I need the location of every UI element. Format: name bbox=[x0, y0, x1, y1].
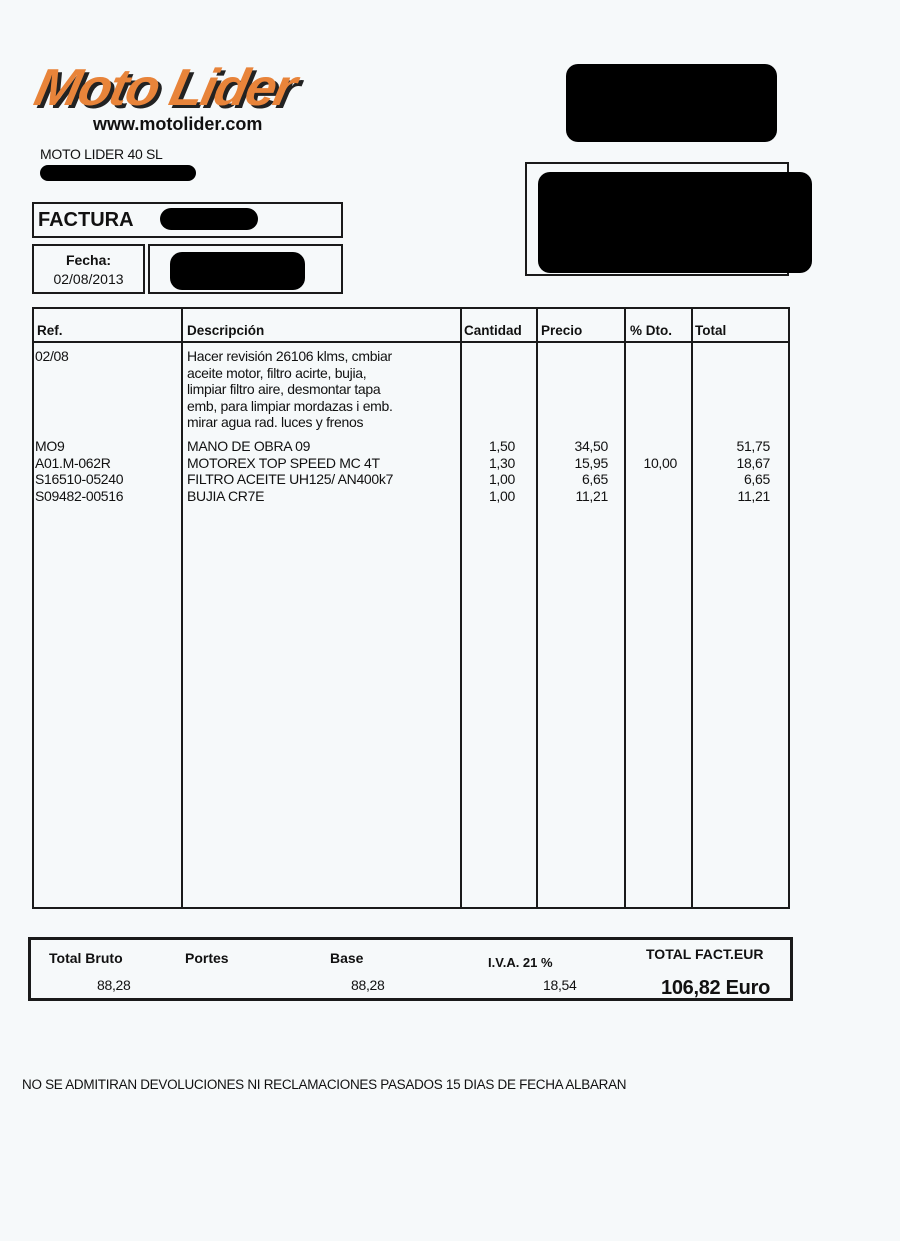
column-divider bbox=[536, 307, 538, 908]
column-divider bbox=[624, 307, 626, 908]
header-discount: % Dto. bbox=[630, 323, 672, 338]
cell-discount: 10,00 bbox=[643, 454, 677, 471]
cell-price: 34,50 bbox=[574, 438, 608, 454]
cell-price: 15,95 bbox=[574, 454, 608, 471]
cell-total: 18,67 bbox=[736, 454, 770, 471]
date-value: 02/08/2013 bbox=[53, 271, 124, 287]
redacted-customer bbox=[538, 172, 812, 273]
cell-total: 51,75 bbox=[736, 438, 770, 454]
column-divider bbox=[691, 307, 693, 908]
base-label: Base bbox=[330, 950, 364, 966]
company-website: www.motolider.com bbox=[93, 114, 263, 134]
total-value: 106,82 Euro bbox=[661, 977, 770, 999]
totals-box bbox=[28, 937, 793, 1001]
cell-ref: 02/08 bbox=[35, 348, 69, 364]
items-table bbox=[32, 307, 790, 909]
date-side-box bbox=[148, 244, 343, 294]
vat-value: 18,54 bbox=[543, 977, 577, 993]
column-divider bbox=[181, 307, 183, 908]
cell-description: FILTRO ACEITE UH125/ AN400k7 bbox=[187, 471, 394, 487]
cell-quantity: 1,00 bbox=[488, 487, 515, 504]
gross-label: Total Bruto bbox=[49, 950, 123, 966]
redacted-field bbox=[170, 252, 305, 290]
invoice-title: FACTURA bbox=[38, 209, 134, 231]
cell-ref: S09482-00516 bbox=[35, 487, 124, 504]
company-logo: Moto Lider bbox=[29, 59, 300, 117]
header-ref: Ref. bbox=[37, 323, 63, 338]
cell-quantity: 1,30 bbox=[488, 454, 515, 471]
cell-description: MANO DE OBRA 09 bbox=[187, 438, 311, 454]
cell-description: BUJIA CR7E bbox=[187, 487, 265, 504]
footer-notice: NO SE ADMITIRAN DEVOLUCIONES NI RECLAMAC… bbox=[22, 1077, 627, 1092]
table-header-divider bbox=[32, 341, 790, 343]
column-divider bbox=[460, 307, 462, 908]
header-quantity: Cantidad bbox=[464, 323, 522, 338]
cell-price: 11,21 bbox=[575, 487, 609, 504]
redacted-address bbox=[40, 165, 196, 181]
company-name: MOTO LIDER 40 SL bbox=[40, 146, 163, 162]
vat-label: I.V.A. 21 % bbox=[488, 955, 553, 970]
cell-description: Hacer revisión 26106 klms, cmbiar aceite… bbox=[187, 348, 393, 430]
redacted-invoice-number bbox=[160, 208, 258, 230]
base-value: 88,28 bbox=[351, 977, 385, 993]
header-total: Total bbox=[695, 323, 727, 338]
date-box: Fecha: 02/08/2013 bbox=[32, 244, 145, 294]
cell-ref: MO9 bbox=[35, 438, 65, 454]
header-description: Descripción bbox=[187, 323, 265, 338]
cell-ref: A01.M-062R bbox=[35, 454, 111, 471]
cell-quantity: 1,00 bbox=[488, 471, 515, 487]
total-label: TOTAL FACT.EUR bbox=[646, 946, 764, 962]
date-label: Fecha: bbox=[65, 252, 112, 268]
header-price: Precio bbox=[541, 323, 583, 338]
cell-total: 6,65 bbox=[743, 471, 770, 487]
cell-quantity: 1,50 bbox=[488, 438, 515, 454]
redacted-block bbox=[566, 64, 777, 142]
shipping-label: Portes bbox=[185, 950, 229, 966]
gross-value: 88,28 bbox=[97, 977, 131, 993]
cell-description: MOTOREX TOP SPEED MC 4T bbox=[187, 454, 380, 471]
cell-ref: S16510-05240 bbox=[35, 471, 124, 487]
cell-price: 6,65 bbox=[581, 471, 608, 487]
invoice-number-box: FACTURA bbox=[32, 202, 343, 238]
cell-total: 11,21 bbox=[737, 487, 771, 504]
